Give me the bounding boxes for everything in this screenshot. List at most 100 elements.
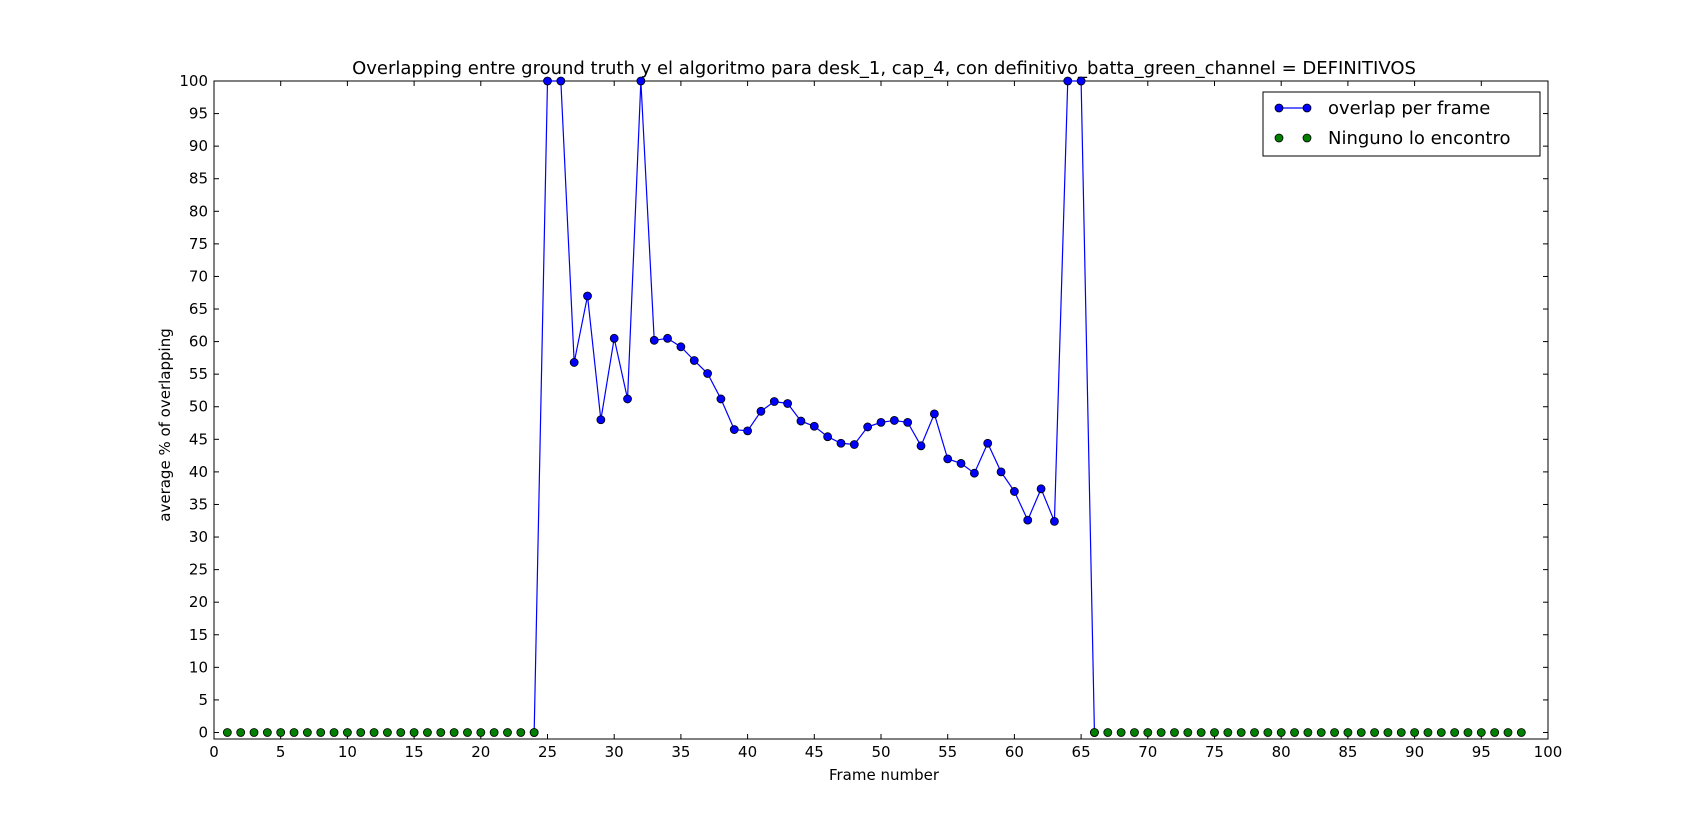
legend-item: overlap per frame: [1274, 98, 1490, 119]
y-tick-label: 15: [189, 626, 208, 644]
data-point: [609, 333, 619, 343]
x-tick-label: 75: [1205, 743, 1224, 761]
data-point: [1383, 728, 1393, 737]
data-point: [996, 467, 1006, 477]
data-point: [1316, 728, 1326, 737]
y-tick-label: 40: [189, 463, 208, 481]
data-point: [623, 394, 632, 404]
legend-marker: [1274, 133, 1284, 143]
data-point: [716, 394, 726, 404]
data-point: [1010, 487, 1019, 496]
data-point: [316, 728, 326, 737]
legend-label: overlap per frame: [1328, 98, 1490, 119]
data-point: [663, 333, 672, 343]
y-tick-label: 50: [189, 398, 208, 416]
data-point: [1223, 728, 1233, 737]
data-point: [222, 728, 232, 737]
data-point: [1236, 728, 1246, 737]
data-point: [836, 438, 846, 448]
data-point: [1396, 728, 1406, 737]
x-tick-label: 35: [671, 743, 690, 761]
data-point: [1330, 728, 1339, 737]
data-point: [1050, 517, 1059, 526]
data-point: [1156, 728, 1166, 737]
data-point: [649, 335, 659, 345]
data-point: [1503, 728, 1513, 737]
x-tick-label: 25: [538, 743, 557, 761]
data-point: [463, 728, 472, 737]
x-tick-label: 45: [805, 743, 824, 761]
data-point: [596, 415, 606, 425]
data-point: [956, 459, 966, 468]
data-point: [1090, 728, 1099, 737]
data-point: [1516, 728, 1526, 737]
y-tick-label: 100: [179, 72, 208, 90]
data-point: [396, 728, 406, 737]
data-point: [729, 425, 739, 434]
data-point: [876, 417, 886, 427]
data-point: [849, 440, 859, 449]
x-tick-label: 95: [1472, 743, 1491, 761]
data-point: [516, 728, 526, 737]
x-tick-label: 5: [276, 743, 286, 761]
data-point: [1290, 728, 1299, 737]
data-point: [529, 728, 539, 737]
y-tick-label: 60: [189, 333, 208, 351]
data-point: [236, 728, 246, 737]
legend: overlap per frame Ninguno lo encontro: [1262, 91, 1541, 157]
data-point: [289, 728, 299, 737]
data-point: [1356, 728, 1366, 737]
data-point: [302, 728, 312, 737]
y-tick-label: 80: [189, 202, 208, 220]
data-point: [369, 728, 379, 737]
data-point: [769, 397, 779, 406]
data-point: [1436, 728, 1446, 737]
y-tick-label: 20: [189, 593, 208, 611]
data-point: [783, 399, 793, 408]
data-point: [929, 409, 939, 419]
data-point: [476, 728, 486, 737]
data-point: [1450, 728, 1460, 737]
plot-frame: [213, 80, 1549, 740]
data-point: [703, 369, 712, 378]
data-point: [889, 416, 899, 425]
data-point: [943, 454, 953, 464]
plot-area: 0 5 10 15 20 25 30 35 40 45 50 55 60 65 70 75 80 85 90 95 10…: [179, 72, 1562, 761]
data-point: [809, 421, 819, 431]
data-point: [449, 728, 459, 737]
data-point: [916, 441, 926, 451]
x-tick-label: 65: [1072, 743, 1091, 761]
y-tick-label: 5: [198, 691, 208, 709]
data-point: [756, 406, 766, 416]
data-point: [409, 728, 419, 737]
data-point: [1170, 728, 1179, 737]
data-point: [1410, 728, 1419, 737]
data-point: [356, 728, 366, 737]
data-point: [503, 728, 512, 737]
data-point: [1196, 728, 1206, 737]
data-point: [342, 728, 352, 737]
x-tick-label: 15: [405, 743, 424, 761]
x-tick-label: 55: [938, 743, 957, 761]
legend-label: Ninguno lo encontro: [1328, 128, 1510, 149]
data-point: [329, 728, 339, 737]
series-2: [222, 728, 1526, 737]
data-point: [276, 728, 286, 737]
y-tick-label: 65: [189, 300, 208, 318]
data-point: [1063, 76, 1073, 86]
data-point: [249, 728, 259, 737]
y-tick-label: 75: [189, 235, 208, 253]
y-tick-label: 90: [189, 137, 208, 155]
data-point: [383, 728, 392, 737]
legend-marker: [1302, 103, 1312, 113]
data-point: [983, 438, 993, 448]
y-tick-label: 55: [189, 365, 208, 383]
data-point: [796, 416, 806, 426]
data-point: [1303, 728, 1313, 737]
data-point: [1343, 728, 1353, 737]
legend-marker: [1302, 133, 1312, 143]
data-point: [556, 76, 566, 86]
data-point: [823, 432, 833, 442]
data-point: [262, 728, 272, 737]
data-point: [436, 728, 446, 737]
